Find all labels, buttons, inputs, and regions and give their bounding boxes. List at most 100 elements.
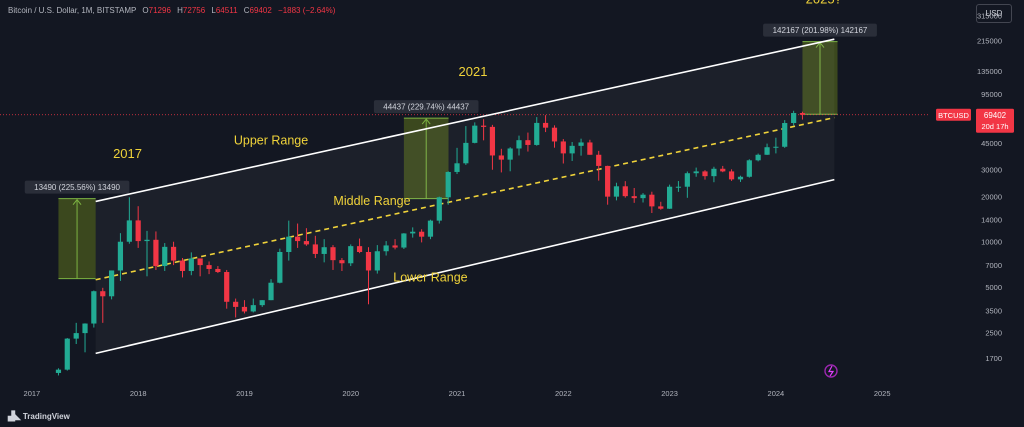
lightning-icon (824, 364, 838, 378)
candle-body-27 (295, 236, 301, 242)
high-label: H (177, 6, 183, 15)
candle-body-25 (277, 251, 283, 283)
price-tag-value: 69402 (984, 111, 1007, 120)
symbol-tag: BTCUSD (938, 111, 969, 120)
candle-body-74 (711, 168, 717, 177)
candle-body-72 (693, 171, 699, 174)
candle-body-50 (498, 155, 504, 160)
candle-body-45 (454, 163, 460, 172)
x-tick-label-4: 2021 (449, 389, 466, 398)
y-tick-label-2: 3500 (985, 307, 1002, 316)
candle-body-57 (560, 141, 566, 154)
candle-body-24 (268, 282, 274, 301)
candle-body-40 (410, 231, 416, 234)
candle-body-10 (144, 239, 150, 242)
candle-body-21 (241, 306, 248, 312)
projection-label-1: 44437 (229.74%) 44437 (383, 103, 469, 112)
candle-body-17 (206, 265, 212, 269)
close-label: C (243, 6, 250, 15)
annotation-2: 2025? (806, 0, 842, 6)
candle-body-82 (782, 123, 788, 147)
candle-body-37 (383, 245, 389, 252)
candle-body-51 (507, 148, 513, 160)
candle-body-77 (737, 176, 744, 180)
channel-line-1 (95, 116, 835, 281)
candle-body-73 (702, 171, 708, 177)
symbol-tag-bg (936, 108, 971, 121)
projection-label-2: 142167 (201.98%) 142167 (773, 26, 868, 35)
candle-body-48 (481, 125, 487, 127)
candle-body-64 (622, 186, 628, 197)
candle-body-20 (233, 301, 239, 307)
channel-line-0 (95, 38, 835, 203)
candle-body-49 (489, 126, 496, 156)
y-tick-label-14: 315000 (977, 12, 1002, 21)
candle-body-70 (675, 186, 682, 188)
candle-body-46 (463, 142, 469, 164)
candle-body-56 (551, 127, 558, 142)
candle-body-0 (55, 369, 62, 373)
candle-body-68 (658, 206, 664, 209)
candle-body-43 (436, 197, 442, 221)
annotation-4: Middle Range (333, 194, 410, 208)
candle-body-22 (250, 305, 256, 312)
candle-body-4 (91, 291, 97, 324)
x-tick-label-8: 2025 (874, 389, 891, 398)
y-tick-label-6: 14000 (981, 216, 1002, 225)
close-value: 69402 (249, 6, 272, 15)
candle-body-3 (82, 323, 88, 334)
projection-arrowhead-1 (421, 118, 431, 125)
lightning-bolt-icon (827, 365, 835, 377)
projection-arrowhead-0 (72, 198, 82, 205)
projection-label-bg-0 (24, 180, 130, 194)
tradingview-logo[interactable]: ▟◣ TradingView (8, 411, 70, 422)
y-tick-label-1: 2500 (985, 329, 1002, 338)
candle-body-47 (472, 125, 478, 143)
candle-body-2 (73, 333, 79, 339)
candle-body-42 (427, 220, 434, 237)
x-tick-label-5: 2022 (555, 389, 572, 398)
annotation-5: Lower Range (393, 271, 467, 285)
y-tick-label-9: 45000 (981, 139, 1002, 148)
candle-body-58 (569, 145, 575, 154)
candle-body-6 (109, 270, 115, 297)
candle-body-5 (100, 291, 106, 297)
candle-body-55 (542, 122, 549, 128)
candle-body-80 (764, 147, 770, 155)
x-tick-label-2: 2019 (236, 389, 253, 398)
chart-footer (0, 404, 1024, 427)
candle-body-1 (64, 338, 70, 370)
x-tick-label-7: 2024 (768, 389, 785, 398)
annotation-1: 2021 (459, 64, 488, 79)
x-tick-label-0: 2017 (24, 389, 41, 398)
candle-body-33 (348, 246, 354, 264)
candle-body-26 (286, 236, 292, 252)
tradingview-wordmark: TradingView (22, 412, 70, 421)
candle-body-29 (312, 244, 318, 254)
channel-line-2 (95, 178, 835, 355)
x-tick-label-3: 2020 (342, 389, 359, 398)
candle-body-53 (525, 140, 531, 145)
y-tick-label-4: 7000 (985, 261, 1002, 270)
open-label: O (142, 6, 149, 15)
candle-body-14 (179, 260, 186, 271)
high-value: 72756 (182, 6, 206, 15)
candle-body-78 (746, 160, 752, 177)
currency-button[interactable]: USD (976, 4, 1012, 23)
y-tick-label-8: 30000 (981, 166, 1002, 175)
projection-label-bg-2 (763, 23, 877, 37)
channel-fill (95, 39, 835, 354)
candle-body-15 (188, 258, 194, 271)
candle-body-35 (365, 251, 372, 271)
y-tick-label-7: 20000 (981, 192, 1002, 201)
projection-label-0: 13490 (225.56%) 13490 (34, 183, 120, 192)
annotation-0: 2017 (113, 146, 142, 161)
symbol-header: Bitcoin / U.S. Dollar, 1M, BITSTAMP O712… (8, 6, 335, 15)
candle-body-61 (596, 154, 602, 166)
candle-body-18 (215, 268, 221, 273)
low-label: L (211, 6, 216, 15)
candle-body-8 (126, 220, 132, 242)
candle-body-9 (135, 220, 141, 242)
